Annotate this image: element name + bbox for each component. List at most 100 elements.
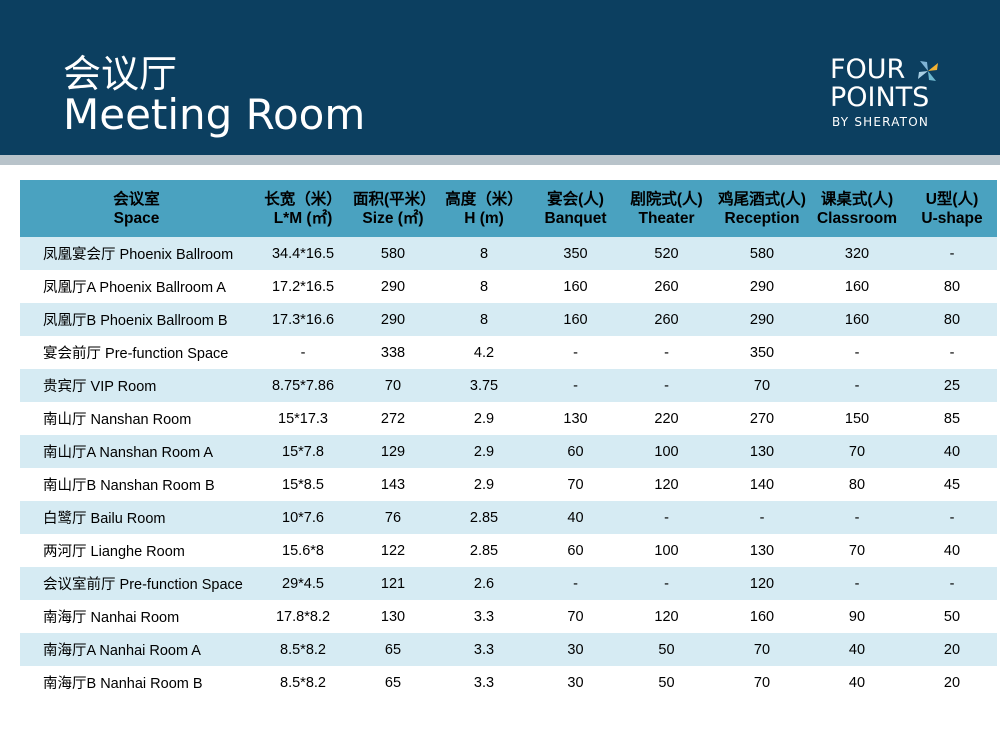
table-cell: 40 [848,674,866,691]
table-cell: - [664,509,669,526]
table-cell: 2.9 [473,410,495,427]
table-cell: 320 [844,245,870,262]
column-header: 剧院式(人) Theater [616,180,717,237]
room-name-cell: 凤凰厅A Phoenix Ballroom A [43,280,226,296]
table-cell: 160 [844,278,870,295]
table-row: 凤凰厅B Phoenix Ballroom B 17.3*16.6 290 8 160 2… [20,303,997,336]
table-cell: 15*17.3 [278,410,328,427]
table-cell: 70 [753,377,771,394]
column-header-cn: 面积(平米） [353,190,436,208]
table-cell: 350 [749,344,775,361]
room-name-cell: 南海厅A Nanhai Room A [43,643,201,659]
table-cell: - [664,575,669,592]
table-cell: 130 [380,608,406,625]
table-row: 凤凰厅A Phoenix Ballroom A 17.2*16.5 290 8 160 2… [20,270,997,303]
room-name-cell: 南海厅B Nanhai Room B [43,676,203,692]
column-header-cn: 高度（米） [445,190,523,208]
table-cell: 20 [943,641,961,658]
column-header-en: L*M (㎡) [273,209,333,227]
table-cell: 2.9 [473,476,495,493]
logo-line2: POINTS [830,82,930,113]
table-cell: 140 [749,476,775,493]
table-cell: 40 [848,641,866,658]
page-title-cn: 会议厅 [63,52,178,96]
table-cell: 8 [479,278,489,295]
table-cell: 8.75*7.86 [271,377,335,394]
room-name-cell: 两河厅 Lianghe Room [43,544,185,560]
table-cell: 40 [943,443,961,460]
table-cell: 20 [943,674,961,691]
column-header-cn: 长宽（米） [264,190,342,208]
column-header: 会议室 Space [20,180,253,237]
table-cell: 130 [563,410,588,427]
table-header-row: 会议室 Space 长宽（米） L*M (㎡) 面积(平米） Size (㎡) 高度（米） H… [20,180,997,237]
table-cell: 160 [749,608,775,625]
table-row: 南山厅 Nanshan Room 15*17.3 272 2.9 130 220 270 15… [20,402,997,435]
table-cell: 260 [654,278,679,295]
table-cell: 30 [567,641,584,658]
table-cell: 60 [567,542,584,559]
room-name-cell: 凤凰宴会厅 Phoenix Ballroom [43,247,234,263]
header-banner [0,0,1000,155]
table-cell: 80 [943,311,961,328]
table-row: 白鹭厅 Bailu Room 10*7.6 76 2.85 40 - - - - [20,501,997,534]
table-cell: 220 [654,410,679,427]
table-cell: 17.3*16.6 [271,311,335,328]
table-cell: 8 [479,245,489,262]
table-cell: 29*4.5 [282,575,324,592]
table-cell: - [300,344,306,361]
table-cell: 100 [654,443,679,460]
table-cell: - [854,575,860,592]
column-header-en: Reception [724,209,800,227]
room-name-cell: 南山厅 Nanshan Room [43,412,192,428]
room-name-cell: 南山厅A Nanshan Room A [43,445,214,461]
logo-line3: BY SHERATON [832,115,930,129]
logo-line1: FOUR [830,54,906,85]
table-row: 南海厅 Nanhai Room 17.8*8.2 130 3.3 70 120 160 90 5… [20,600,997,633]
table-cell: 350 [563,245,588,262]
table-cell: - [664,377,669,394]
table-cell: - [573,377,578,394]
table-cell: 15*8.5 [282,476,324,493]
table-cell: 4.2 [473,344,495,361]
room-name-cell: 宴会前厅 Pre-function Space [43,346,229,362]
table-cell: 143 [380,476,406,493]
table-row: 南海厅B Nanhai Room B 8.5*8.2 65 3.3 30 50 70 40 20 [20,666,997,699]
table-cell: 50 [658,674,675,691]
table-cell: 290 [749,311,775,328]
table-cell: 70 [567,608,584,625]
table-cell: 8 [479,311,489,328]
column-header: 面积(平米） Size (㎡) [353,180,436,237]
table-row: 会议室前厅 Pre-function Space 29*4.5 121 2.6 - - 12… [20,567,997,600]
table-cell: 10*7.6 [282,509,324,526]
table-cell: 40 [943,542,961,559]
table-cell: - [573,575,578,592]
column-header: 长宽（米） L*M (㎡) [253,180,353,237]
room-name-cell: 凤凰厅B Phoenix Ballroom B [43,313,228,329]
table-row: 宴会前厅 Pre-function Space - 338 4.2 - - 350 - - [20,336,997,369]
column-header-cn: 鸡尾酒式(人) [718,190,806,208]
table-cell: 17.2*16.5 [271,278,335,295]
room-name-cell: 南海厅 Nanhai Room [43,610,180,626]
table-cell: - [949,575,955,592]
table-cell: 65 [384,674,402,691]
table-cell: 160 [563,311,588,328]
table-cell: 70 [567,476,584,493]
room-name-cell: 南山厅B Nanshan Room B [43,478,215,494]
table-cell: 40 [567,509,584,526]
table-cell: 272 [380,410,406,427]
table-cell: 2.6 [473,575,495,592]
meeting-room-table-wrap: 会议室 Space 长宽（米） L*M (㎡) 面积(平米） Size (㎡) 高度（米） H… [20,180,997,699]
table-cell: 60 [567,443,584,460]
meeting-room-table: 会议室 Space 长宽（米） L*M (㎡) 面积(平米） Size (㎡) 高度（米） H… [20,180,997,699]
table-cell: 290 [749,278,775,295]
column-header-cn: 剧院式(人) [630,190,703,208]
column-header: 鸡尾酒式(人) Reception [717,180,807,237]
table-cell: 3.75 [469,377,499,394]
table-row: 两河厅 Lianghe Room 15.6*8 122 2.85 60 100 130 70 4… [20,534,997,567]
column-header-en: Space [113,209,160,227]
table-cell: 70 [848,443,866,460]
column-header-cn: 课桌式(人) [820,190,894,208]
header-divider [0,155,1000,165]
table-cell: 70 [848,542,866,559]
